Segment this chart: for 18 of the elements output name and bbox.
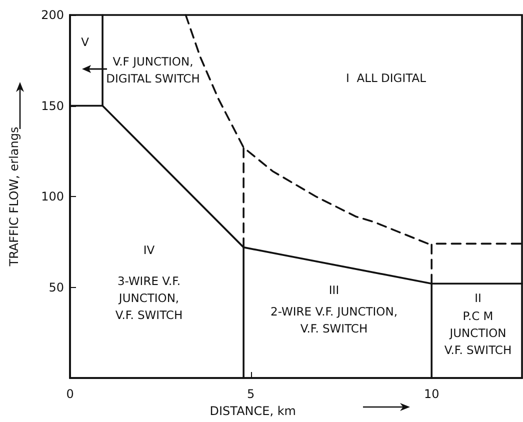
y-tick-label: 50	[48, 280, 64, 294]
annotation: I ALL DIGITAL	[346, 71, 427, 85]
x-tick-label: 5	[246, 387, 255, 401]
y-tick-label: 100	[41, 190, 64, 204]
y-tick-label: 150	[41, 98, 64, 113]
y-tick-label: 200	[41, 8, 64, 22]
x-tick-label: 0	[66, 387, 74, 401]
annotation: 3-WIRE V.F. JUNCTION, V.F. SWITCH	[115, 274, 183, 322]
annotation: V.F JUNCTION, DIGITAL SWITCH	[106, 54, 200, 86]
annotation: V	[81, 35, 90, 49]
x-tick-label: 10	[424, 387, 440, 401]
annotation: III	[328, 283, 340, 297]
annotation: 2-WIRE V.F. JUNCTION, V.F. SWITCH	[270, 304, 398, 336]
x-axis-title: DISTANCE, km	[210, 404, 296, 418]
annotation: II	[474, 291, 482, 305]
y-axis-title: TRAFFIC FLOW, erlangs	[7, 126, 21, 268]
annotation: IV	[143, 243, 155, 257]
annotation: P.C M JUNCTION V.F. SWITCH	[444, 309, 512, 357]
